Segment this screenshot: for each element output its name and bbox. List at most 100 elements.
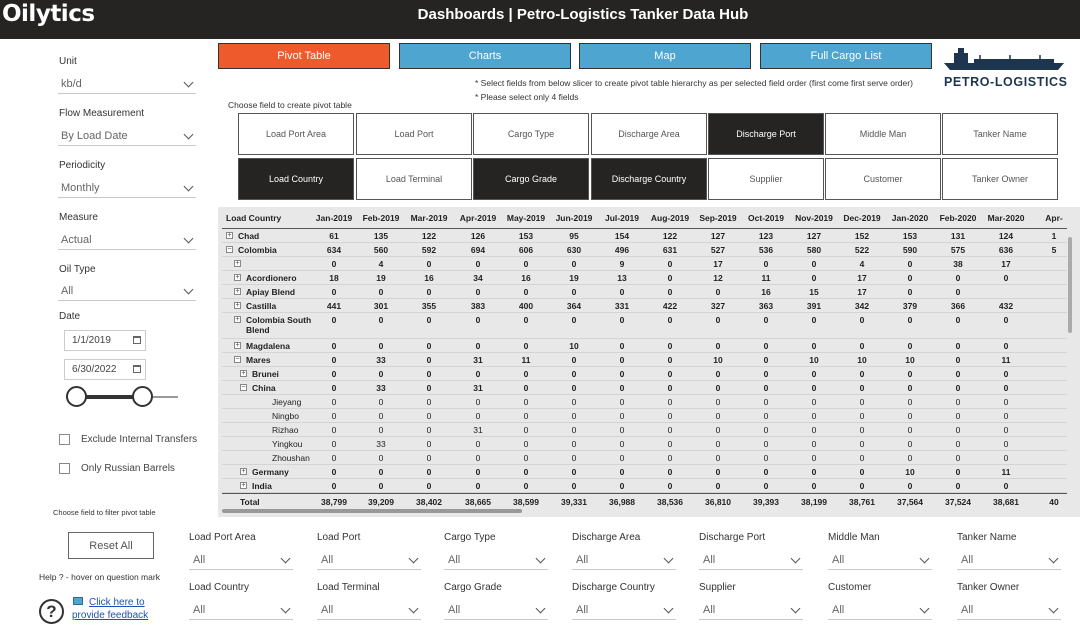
- slicer-dropdown-load-port-area[interactable]: All: [189, 550, 293, 570]
- cell-value: 0: [619, 369, 625, 379]
- cell-value: 0: [955, 397, 961, 407]
- field-button-customer[interactable]: Customer: [825, 158, 941, 200]
- header-divider: [222, 228, 1067, 229]
- help-question-icon[interactable]: ?: [39, 599, 64, 624]
- slicer-dropdown-discharge-area[interactable]: All: [572, 550, 676, 570]
- cell-value: 0: [811, 397, 817, 407]
- table-row: +0 4 0 0 0 0 9 0 17 0 0 4 0 38 17: [218, 257, 1080, 271]
- slicer-value: All: [703, 554, 716, 566]
- cell-value: 0: [907, 397, 913, 407]
- field-button-discharge-port[interactable]: Discharge Port: [708, 113, 824, 155]
- field-button-supplier[interactable]: Supplier: [708, 158, 824, 200]
- end-date-input[interactable]: 6/30/2022: [64, 359, 146, 380]
- slicer-dropdown-load-port[interactable]: All: [317, 550, 421, 570]
- cell-value: 364: [566, 301, 582, 311]
- calendar-icon[interactable]: [133, 336, 141, 344]
- exclude-internal-checkbox[interactable]: [59, 434, 70, 445]
- cell-value: 0: [1003, 383, 1009, 393]
- tab-pivot-table[interactable]: Pivot Table: [218, 43, 390, 69]
- cell-value: 38: [953, 259, 963, 269]
- start-date-value: 1/1/2019: [72, 335, 111, 346]
- expand-icon[interactable]: +: [234, 316, 241, 323]
- slicer-dropdown-customer[interactable]: All: [828, 600, 932, 620]
- vertical-scrollbar[interactable]: [1068, 237, 1072, 333]
- horizontal-scrollbar[interactable]: [222, 509, 522, 513]
- expand-icon[interactable]: +: [240, 468, 247, 475]
- cell-value: 0: [571, 315, 577, 325]
- expand-icon[interactable]: +: [240, 370, 247, 377]
- slicer-label-load-port: Load Port: [317, 532, 361, 543]
- slicer-dropdown-middle-man[interactable]: All: [828, 550, 932, 570]
- periodicity-dropdown[interactable]: Monthly: [58, 178, 196, 198]
- measure-dropdown[interactable]: Actual: [58, 230, 196, 250]
- table-row: + Germany 0 0 0 0 0 0 0 0 0 0 0 0 10 0 11: [218, 465, 1080, 479]
- field-button-middle-man[interactable]: Middle Man: [825, 113, 941, 155]
- cell-value: 606: [518, 245, 534, 255]
- cell-value: 0: [715, 425, 721, 435]
- cell-value: 0: [811, 259, 817, 269]
- calendar-icon[interactable]: [133, 365, 141, 373]
- slicer-dropdown-load-country[interactable]: All: [189, 600, 293, 620]
- cell-value: 0: [475, 397, 481, 407]
- table-row: + Apiay Blend 0 0 0 0 0 0 0 0 0 16 15 17 0 0: [218, 285, 1080, 299]
- field-button-cargo-type[interactable]: Cargo Type: [473, 113, 589, 155]
- slider-handle-start[interactable]: [66, 386, 87, 407]
- chevron-down-icon: [1048, 603, 1059, 614]
- cell-value: 0: [571, 397, 577, 407]
- field-button-cargo-grade[interactable]: Cargo Grade: [473, 158, 589, 200]
- field-button-tanker-owner[interactable]: Tanker Owner: [942, 158, 1058, 200]
- expand-icon[interactable]: +: [234, 288, 241, 295]
- slicer-dropdown-tanker-name[interactable]: All: [957, 550, 1061, 570]
- expand-icon[interactable]: +: [240, 482, 247, 489]
- slicer-dropdown-load-terminal[interactable]: All: [317, 600, 421, 620]
- pivot-table[interactable]: Load Country Jan-2019 Feb-2019 Mar-2019 Apr…: [218, 207, 1080, 517]
- field-button-discharge-country[interactable]: Discharge Country: [591, 158, 707, 200]
- cell-value: 0: [523, 369, 529, 379]
- slicer-dropdown-cargo-type[interactable]: All: [444, 550, 548, 570]
- slicer-dropdown-discharge-port[interactable]: All: [699, 550, 803, 570]
- feedback-link[interactable]: Click here to provide feedback: [72, 597, 149, 621]
- row-divider: [222, 464, 1067, 465]
- expand-icon[interactable]: +: [226, 232, 233, 239]
- collapse-icon[interactable]: −: [234, 356, 241, 363]
- expand-icon[interactable]: +: [234, 274, 241, 281]
- oil-type-dropdown[interactable]: All: [58, 281, 196, 301]
- russian-barrels-checkbox[interactable]: [59, 463, 70, 474]
- tab-charts[interactable]: Charts: [399, 43, 571, 69]
- collapse-icon[interactable]: −: [240, 384, 247, 391]
- slicer-dropdown-cargo-grade[interactable]: All: [444, 600, 548, 620]
- expand-icon[interactable]: +: [234, 302, 241, 309]
- collapse-icon[interactable]: −: [226, 246, 233, 253]
- slicer-dropdown-tanker-owner[interactable]: All: [957, 600, 1061, 620]
- expand-icon[interactable]: +: [234, 342, 241, 349]
- cell-value: 11: [761, 273, 771, 283]
- cell-value: 0: [955, 481, 961, 491]
- field-button-discharge-area[interactable]: Discharge Area: [591, 113, 707, 155]
- tab-full-cargo-list[interactable]: Full Cargo List: [760, 43, 932, 69]
- field-button-tanker-name[interactable]: Tanker Name: [942, 113, 1058, 155]
- unit-dropdown[interactable]: kb/d: [58, 74, 196, 94]
- slider-handle-end[interactable]: [132, 386, 153, 407]
- row-divider: [222, 394, 1067, 395]
- cell-value: 0: [667, 397, 673, 407]
- cell-value: 694: [470, 245, 486, 255]
- slicer-dropdown-supplier[interactable]: All: [699, 600, 803, 620]
- cell-value: 631: [662, 245, 678, 255]
- field-button-load-port-area[interactable]: Load Port Area: [238, 113, 354, 155]
- field-button-load-terminal[interactable]: Load Terminal: [356, 158, 472, 200]
- cell-value: 0: [571, 467, 577, 477]
- expand-icon[interactable]: +: [234, 260, 241, 267]
- cell-value: 0: [475, 439, 481, 449]
- reset-all-button[interactable]: Reset All: [68, 532, 154, 559]
- field-button-load-port[interactable]: Load Port: [356, 113, 472, 155]
- cell-value: 10: [857, 355, 867, 365]
- tab-map[interactable]: Map: [579, 43, 751, 69]
- cell-value: 0: [715, 341, 721, 351]
- flow-measurement-dropdown[interactable]: By Load Date: [58, 126, 196, 146]
- cell-value: 0: [763, 383, 769, 393]
- field-button-load-country[interactable]: Load Country: [238, 158, 354, 200]
- start-date-input[interactable]: 1/1/2019: [64, 330, 146, 351]
- cell-value: 0: [1003, 397, 1009, 407]
- date-range-slider[interactable]: [66, 386, 178, 408]
- slicer-dropdown-discharge-country[interactable]: All: [572, 600, 676, 620]
